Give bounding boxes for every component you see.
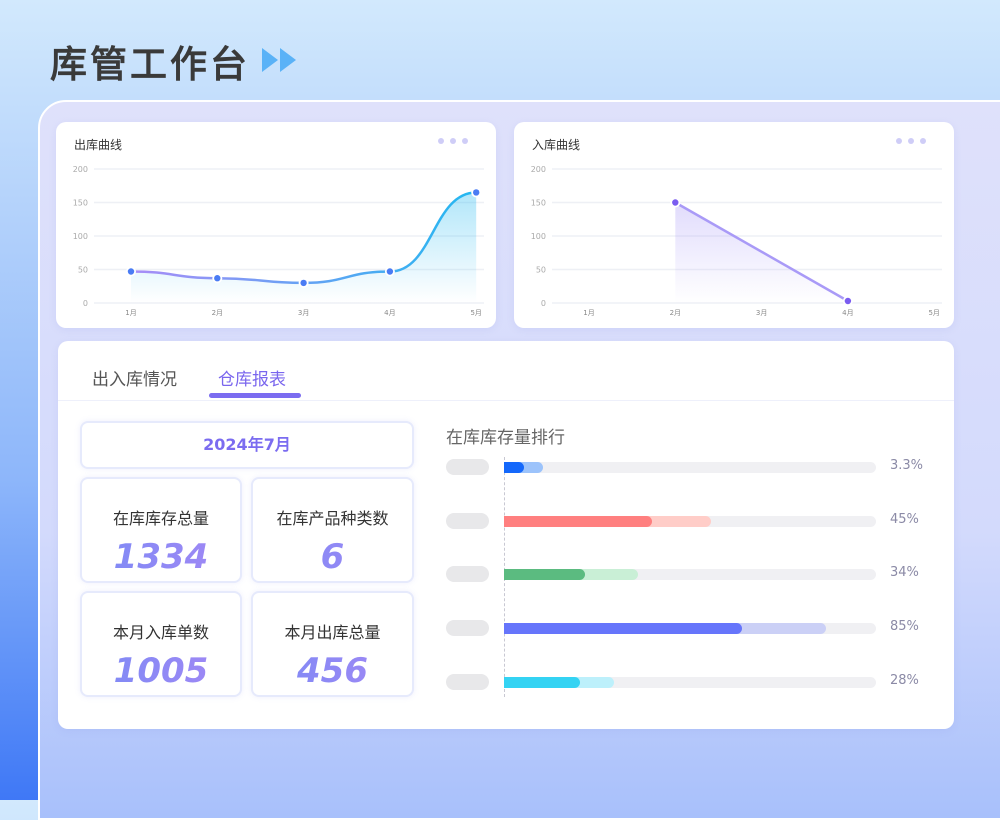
date-selector[interactable]: 2024年7月	[80, 421, 414, 469]
more-icon[interactable]	[896, 138, 926, 144]
stat-label: 本月出库总量	[284, 623, 381, 642]
item-name-placeholder	[446, 673, 489, 690]
progress-track	[504, 623, 876, 635]
ranking-row: 34%	[446, 564, 936, 584]
double-arrow-right-icon	[262, 48, 296, 72]
x-tick-label: 5月	[470, 309, 481, 317]
percentage-label: 45%	[890, 511, 919, 527]
more-icon[interactable]	[438, 138, 468, 144]
outbound-chart: 0 50 100 150 200 1月 2月 3月 4月 5月	[73, 165, 484, 317]
item-name-placeholder	[446, 620, 489, 637]
percentage-label: 85%	[890, 619, 919, 635]
y-tick-label: 150	[73, 199, 88, 208]
y-tick-label: 100	[531, 232, 546, 241]
x-tick-label: 5月	[928, 309, 939, 317]
ranking-row: 45%	[446, 511, 936, 531]
stat-label: 在库库存总量	[112, 509, 209, 528]
stat-value: 6	[253, 537, 412, 577]
y-tick-label: 0	[83, 299, 88, 308]
chart-title: 入库曲线	[532, 138, 581, 152]
x-tick-label: 1月	[125, 309, 136, 317]
stat-outbound-total: 本月出库总量 456	[251, 591, 414, 697]
data-point	[844, 297, 852, 305]
progress-primary	[504, 569, 586, 581]
item-name-placeholder	[446, 566, 489, 583]
active-tab-indicator	[209, 393, 301, 398]
stat-label: 本月入库单数	[112, 623, 209, 642]
page-title: 库管工作台	[50, 43, 250, 86]
stat-inbound-orders: 本月入库单数 1005	[80, 591, 242, 697]
progress-track	[504, 515, 876, 527]
x-tick-label: 4月	[842, 309, 853, 317]
x-tick-label: 3月	[298, 309, 309, 317]
progress-track	[504, 676, 876, 688]
x-tick-label: 1月	[583, 309, 594, 317]
stat-value: 456	[253, 651, 412, 691]
outbound-chart-card: 出库曲线 0 50 100 150 200 1月 2月 3月 4月 5月	[56, 122, 496, 328]
data-point	[473, 189, 480, 196]
progress-track	[504, 462, 876, 473]
y-tick-label: 200	[73, 165, 88, 174]
data-point	[300, 279, 307, 287]
series-line	[130, 191, 477, 285]
x-tick-label: 3月	[756, 309, 767, 317]
percentage-label: 34%	[890, 565, 919, 581]
tab-bar: 出入库情况 仓库报表	[58, 341, 954, 401]
item-name-placeholder	[446, 512, 489, 529]
progress-primary	[504, 676, 580, 688]
ranking-title: 在库库存量排行	[446, 428, 565, 448]
y-tick-label: 100	[73, 232, 88, 241]
ranking-row: 28%	[446, 672, 936, 692]
data-point	[214, 275, 221, 282]
chart-title: 出库曲线	[74, 138, 123, 152]
percentage-label: 28%	[890, 672, 919, 688]
stat-label: 在库产品种类数	[276, 509, 389, 528]
data-point	[386, 268, 394, 275]
x-tick-label: 4月	[384, 309, 395, 317]
inbound-chart: 0 50 100 150 200 1月 2月 3月 4月 5月	[531, 165, 942, 317]
stat-value: 1005	[82, 651, 240, 691]
progress-track	[504, 569, 876, 581]
y-tick-label: 150	[531, 199, 546, 208]
y-tick-label: 0	[541, 299, 546, 308]
data-point	[127, 268, 135, 275]
y-tick-label: 50	[78, 266, 88, 275]
stat-value: 1334	[82, 537, 240, 577]
progress-primary	[504, 623, 743, 635]
ranking-row: 85%	[446, 618, 936, 638]
y-tick-label: 50	[536, 266, 546, 275]
x-tick-label: 2月	[670, 309, 681, 317]
item-name-placeholder	[446, 459, 489, 475]
progress-primary	[504, 515, 653, 527]
series-line	[674, 201, 849, 303]
y-tick-label: 200	[531, 165, 546, 174]
data-point	[672, 199, 679, 206]
progress-primary	[504, 462, 525, 473]
stat-total-stock: 在库库存总量 1334	[80, 477, 242, 583]
tab-warehouse-report[interactable]: 仓库报表	[218, 370, 286, 390]
inbound-chart-card: 入库曲线 0 50 100 150 200 1月 2月 3月 4月 5月	[514, 122, 954, 328]
percentage-label: 3.3%	[890, 458, 924, 473]
x-tick-label: 2月	[212, 309, 223, 317]
report-card: 出入库情况 仓库报表 2024年7月 在库库存总量 1334 在库产品种类数 6 本…	[58, 341, 954, 729]
stat-product-types: 在库产品种类数 6	[251, 477, 414, 583]
tab-inout[interactable]: 出入库情况	[92, 370, 177, 390]
ranking-row: 3.3%	[446, 457, 936, 477]
